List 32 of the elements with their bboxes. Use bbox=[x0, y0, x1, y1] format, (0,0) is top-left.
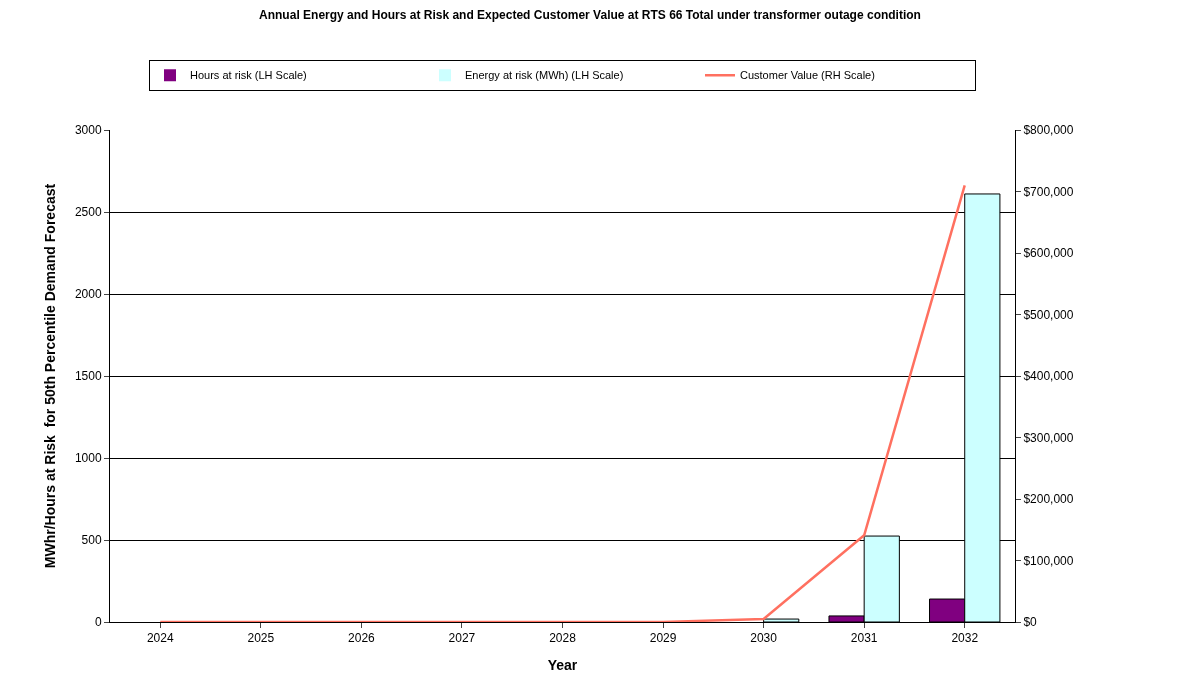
y2-tick-label: $400,000 bbox=[1023, 369, 1074, 384]
y2-tick-label: $0 bbox=[1023, 615, 1038, 630]
y2-tick-label: $300,000 bbox=[1023, 430, 1074, 445]
y-tick-label: 1000 bbox=[74, 451, 102, 466]
x-tick-label: 2024 bbox=[146, 631, 174, 646]
x-tick-label: 2028 bbox=[549, 631, 577, 646]
y-tick-label: 500 bbox=[81, 533, 102, 548]
y-tick-label: 2000 bbox=[74, 287, 102, 302]
y2-tick-label: $200,000 bbox=[1023, 492, 1074, 507]
y2-tick-label: $100,000 bbox=[1023, 553, 1074, 568]
y2-tick-label: $800,000 bbox=[1023, 123, 1074, 138]
x-axis-title: Year bbox=[547, 656, 578, 673]
x-tick-label: 2027 bbox=[448, 631, 476, 646]
line-series bbox=[159, 184, 966, 622]
x-tick-label: 2031 bbox=[850, 631, 878, 646]
y2-tick-label: $500,000 bbox=[1023, 307, 1074, 322]
x-tick-label: 2026 bbox=[348, 631, 376, 646]
y2-tick-label: $700,000 bbox=[1023, 184, 1074, 199]
chart-title: Annual Energy and Hours at Risk and Expected Customer Value at RTS 66 Total under transformer outage condition bbox=[259, 7, 921, 22]
y-tick-label: 2500 bbox=[74, 205, 102, 220]
y-tick-label: 1500 bbox=[74, 369, 102, 384]
x-tick-label: 2029 bbox=[649, 631, 677, 646]
y-tick-label: 0 bbox=[94, 615, 102, 630]
x-tick-label: 2030 bbox=[750, 631, 778, 646]
y2-tick-label: $600,000 bbox=[1023, 246, 1074, 261]
y-axis-title: MWhr/Hours at Risk for 50th Percentile Demand Forecast bbox=[42, 183, 59, 569]
x-tick-label: 2025 bbox=[247, 631, 275, 646]
y-tick-label: 3000 bbox=[74, 123, 102, 138]
legend-label: Customer Value (RH Scale) bbox=[740, 69, 875, 82]
x-tick-label: 2032 bbox=[951, 631, 979, 646]
legend-label: Hours at risk (LH Scale) bbox=[190, 69, 307, 82]
legend-label: Energy at risk (MWh) (LH Scale) bbox=[465, 69, 624, 82]
